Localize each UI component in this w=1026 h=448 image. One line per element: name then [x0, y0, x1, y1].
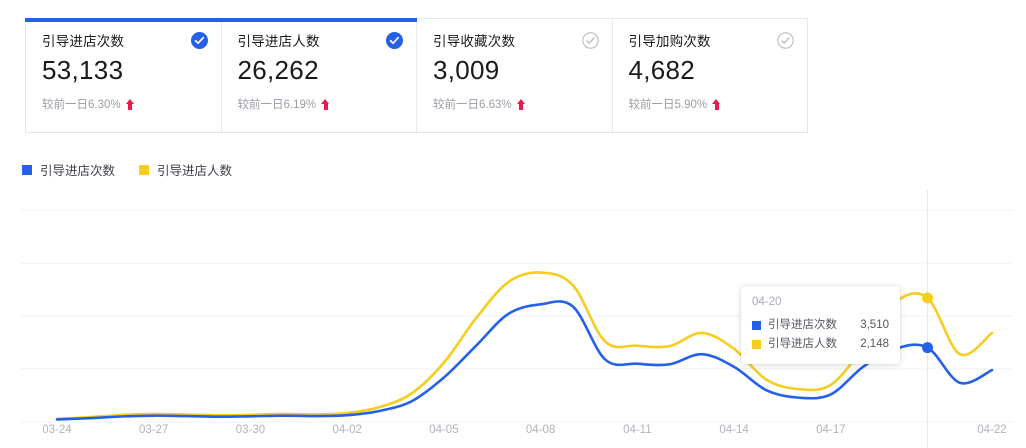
kpi-value: 26,262	[237, 55, 319, 85]
kpi-delta-text: 较前一日5.90%	[628, 99, 708, 111]
tooltip-date: 04-20	[752, 296, 782, 308]
kpi-card-guided-add-to-cart[interactable]: 引导加购次数 4,682 较前一日5.90%	[613, 19, 808, 132]
x-axis-tick: 04-02	[332, 424, 362, 436]
x-axis-tick: 04-17	[816, 424, 846, 436]
legend-item-guided-store-visitors[interactable]: 引导进店人数	[139, 160, 232, 179]
tooltip-swatch-yellow	[752, 340, 761, 349]
kpi-delta: 较前一日5.90%	[629, 96, 792, 112]
legend-item-guided-store-visits[interactable]: 引导进店次数	[22, 160, 115, 179]
arrow-up-icon	[712, 98, 721, 110]
legend-swatch-yellow	[139, 164, 150, 175]
chart-legend: 引导进店次数 引导进店人数	[22, 160, 232, 179]
x-axis-tick: 04-14	[719, 424, 749, 436]
x-axis-tick: 04-05	[429, 424, 459, 436]
chart-canvas	[20, 190, 1014, 448]
kpi-delta: 较前一日6.30%	[42, 96, 205, 112]
legend-swatch-blue	[22, 164, 32, 175]
line-chart-plot[interactable]	[0, 190, 1026, 448]
kpi-title: 引导收藏次数	[433, 34, 516, 49]
x-axis-tick: 03-27	[139, 424, 169, 436]
x-axis-tick: 03-24	[42, 424, 72, 436]
kpi-delta: 较前一日6.19%	[238, 96, 401, 112]
kpi-value: 4,682	[628, 55, 696, 85]
x-axis-tick: 04-08	[525, 424, 556, 436]
tooltip-series-name: 引导进店人数	[768, 338, 837, 350]
arrow-up-icon	[321, 98, 330, 110]
kpi-delta: 较前一日6.63%	[433, 96, 596, 112]
check-circle-outline-icon[interactable]	[581, 32, 599, 49]
kpi-value: 3,009	[433, 55, 500, 85]
kpi-card-guided-favorites[interactable]: 引导收藏次数 3,009 较前一日6.63%	[417, 19, 613, 132]
legend-label: 引导进店次数	[40, 164, 116, 178]
kpi-value: 53,133	[42, 55, 124, 85]
tooltip-series-value: 3,510	[860, 319, 889, 331]
tooltip-row: 引导进店人数 2,148	[752, 335, 889, 354]
arrow-up-icon	[125, 98, 135, 110]
chart-tooltip: 04-20 引导进店次数 3,510 引导进店人数 2,148	[741, 286, 900, 364]
check-circle-filled-icon[interactable]	[386, 32, 403, 49]
x-axis-tick: 04-22	[977, 424, 1007, 436]
kpi-title: 引导进店人数	[237, 34, 320, 49]
kpi-delta-text: 较前一日6.63%	[433, 99, 512, 111]
x-axis-tick: 04-11	[623, 424, 652, 436]
tooltip-series-value: 2,148	[860, 338, 889, 350]
check-circle-outline-icon[interactable]	[777, 32, 794, 49]
kpi-card-guided-store-visits[interactable]: 引导进店次数 53,133 较前一日6.30%	[25, 18, 222, 132]
kpi-delta-text: 较前一日6.30%	[42, 99, 121, 111]
check-circle-filled-icon[interactable]	[190, 32, 208, 49]
legend-label: 引导进店人数	[157, 164, 233, 178]
x-axis-tick: 03-30	[235, 424, 266, 436]
tooltip-series-name: 引导进店次数	[768, 319, 837, 331]
chart-x-axis: 03-24 03-27 03-30 04-02 04-05 04-08 04-11 04-14…	[0, 424, 1026, 448]
tooltip-swatch-blue	[752, 321, 761, 330]
arrow-up-icon	[516, 98, 526, 110]
kpi-title: 引导加购次数	[628, 34, 711, 49]
kpi-title: 引导进店次数	[42, 34, 125, 49]
kpi-card-guided-store-visitors[interactable]: 引导进店人数 26,262 较前一日6.19%	[221, 18, 417, 132]
kpi-card-strip: 引导进店次数 53,133 较前一日6.30% 引导进店人数 26,262 较前…	[25, 18, 808, 133]
tooltip-row: 引导进店次数 3,510	[752, 316, 889, 335]
kpi-delta-text: 较前一日6.19%	[237, 99, 317, 111]
